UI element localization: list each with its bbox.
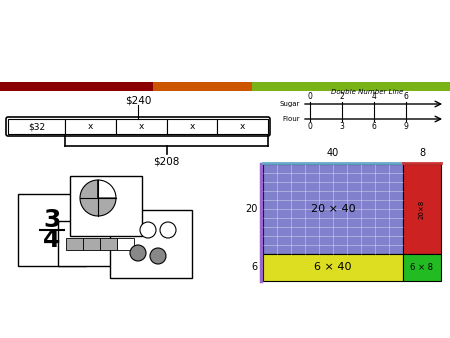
Text: 6: 6 (404, 92, 409, 101)
Text: 20 × 40: 20 × 40 (310, 204, 356, 214)
Text: 20×8: 20×8 (419, 199, 425, 219)
Text: Modeling for Middle School: Modeling for Middle School (10, 22, 352, 42)
Text: x: x (88, 122, 93, 131)
Bar (403, 164, 441, 254)
Text: 0: 0 (307, 92, 312, 101)
Text: 4: 4 (43, 228, 61, 252)
Circle shape (150, 248, 166, 264)
Wedge shape (98, 180, 116, 198)
Bar (217, 119, 268, 134)
Text: 8: 8 (419, 148, 425, 158)
Text: x: x (189, 122, 195, 131)
Text: 0: 0 (307, 122, 312, 131)
Text: x: x (139, 122, 144, 131)
Bar (18, 194, 86, 266)
Bar (58, 221, 148, 266)
Circle shape (130, 245, 146, 261)
Bar (70, 176, 142, 236)
Circle shape (160, 222, 176, 238)
Bar (8, 119, 65, 134)
Text: Flour: Flour (283, 116, 300, 122)
Text: 6 × 8: 6 × 8 (410, 263, 433, 272)
Bar (65, 119, 116, 134)
Text: Double Number Line: Double Number Line (331, 89, 404, 95)
Circle shape (140, 222, 156, 238)
Text: 40: 40 (327, 148, 339, 158)
Text: Sugar: Sugar (279, 101, 300, 107)
Text: 3: 3 (340, 122, 344, 131)
Text: 20: 20 (246, 204, 258, 214)
Bar (100, 238, 117, 250)
FancyBboxPatch shape (6, 117, 270, 136)
Text: 3: 3 (43, 208, 61, 232)
Text: 6: 6 (252, 263, 258, 272)
Text: 2: 2 (340, 92, 344, 101)
Bar (116, 119, 166, 134)
Bar (0, 82, 153, 91)
Text: 6 × 40: 6 × 40 (314, 263, 352, 272)
Bar (166, 119, 217, 134)
Bar (252, 82, 450, 91)
Bar (117, 238, 134, 250)
Text: x: x (240, 122, 245, 131)
Text: $240: $240 (125, 95, 151, 105)
Text: $208: $208 (153, 156, 180, 166)
Text: 6: 6 (372, 122, 377, 131)
Text: 9: 9 (404, 122, 409, 131)
Text: ↗: ↗ (432, 7, 447, 25)
Bar (263, 254, 403, 281)
Text: $32: $32 (28, 122, 45, 131)
Wedge shape (80, 180, 116, 216)
Bar (66, 238, 83, 250)
Bar (403, 254, 441, 281)
Bar (153, 82, 252, 91)
Bar (83, 238, 100, 250)
Bar (110, 210, 192, 278)
Text: Connecting Context with Math: Connecting Context with Math (10, 61, 168, 71)
Text: 4: 4 (372, 92, 377, 101)
Bar (263, 164, 403, 254)
